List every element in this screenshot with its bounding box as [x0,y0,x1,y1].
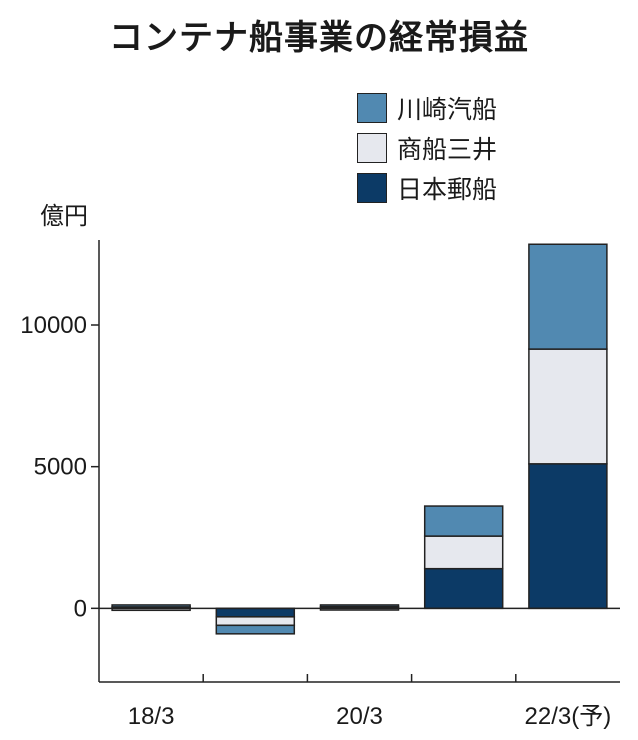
legend-item-kawasaki: 川崎汽船 [357,88,497,128]
bar-19_3-series-0 [215,607,296,618]
legend: 川崎汽船 商船三井 日本郵船 [357,88,497,208]
y-tick-label-5000: 5000 [34,454,87,481]
x-tick-label-2: 20/3 [336,703,383,730]
bar-21_3-series-0 [423,567,504,610]
bar-22_3___-series-2 [528,243,608,350]
legend-item-mol: 商船三井 [357,128,497,168]
bar-21_3-series-1 [423,535,504,570]
y-axis-unit-label: 億円 [40,202,88,230]
bar-19_3-series-2 [215,624,296,635]
legend-label-mol: 商船三井 [397,135,498,164]
legend-swatch-nyk [357,173,387,203]
y-tick-label-0: 0 [74,595,87,622]
x-tick-label-4: 22/3(予) [525,703,612,730]
bar-18_3-series-2 [111,604,191,608]
bar-21_3-series-2 [423,505,504,537]
chart-title: コンテナ船事業の経常損益 [109,18,529,58]
bar-20_3-series-2 [319,604,400,608]
x-tick-label-0: 18/3 [128,703,175,730]
bar-22_3___-series-0 [528,463,608,610]
bar-22_3___-series-1 [528,348,608,465]
legend-swatch-kawasaki [357,93,387,123]
y-tick-label-10000: 10000 [20,312,87,339]
legend-label-kawasaki: 川崎汽船 [397,95,498,124]
legend-item-nyk: 日本郵船 [357,168,497,208]
bar-19_3-series-1 [215,616,296,627]
legend-swatch-mol [357,133,387,163]
legend-label-nyk: 日本郵船 [397,175,498,204]
